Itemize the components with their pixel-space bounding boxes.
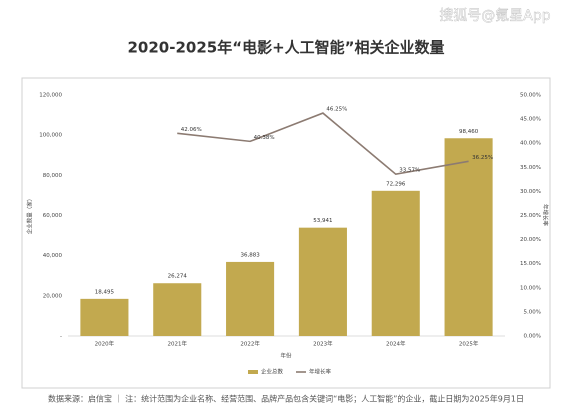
y-tick-label: 100,000 xyxy=(39,133,62,139)
line-value-label: 40.38% xyxy=(254,135,275,141)
bar xyxy=(298,227,347,336)
chart-frame xyxy=(21,77,551,389)
y-tick-label: 120,000 xyxy=(39,93,62,99)
watermark: 搜狐号@氪星App xyxy=(439,8,550,24)
bar xyxy=(226,261,275,336)
growth-line xyxy=(177,112,469,176)
y2-tick-label: 35.00% xyxy=(520,165,541,171)
footnote: 数据来源：启信宝 ｜ 注：统计范围为企业名称、经营范围、品牌产品包含关键词“电影… xyxy=(48,394,524,404)
bar-value-label: 36,883 xyxy=(240,252,260,258)
y-tick-label: 40,000 xyxy=(43,253,63,259)
y2-tick-label: 25.00% xyxy=(520,213,541,219)
bar-value-label: 26,274 xyxy=(168,274,188,280)
bar xyxy=(444,138,493,336)
bar xyxy=(153,283,202,336)
bar-value-label: 98,460 xyxy=(459,129,479,135)
y2-tick-label: 30.00% xyxy=(520,189,541,195)
y2-tick-label: 5.00% xyxy=(524,309,541,315)
legend-label: 年增长率 xyxy=(309,368,332,376)
x-tick-label: 2024年 xyxy=(386,340,406,348)
line-value-label: 46.25% xyxy=(326,107,347,113)
y2-tick-label: 50.00% xyxy=(520,93,541,99)
y-tick-label: 20,000 xyxy=(43,293,63,299)
line-value-label: 33.57% xyxy=(399,168,420,174)
y2-tick-label: 20.00% xyxy=(520,237,541,243)
bar-value-label: 18,495 xyxy=(95,289,115,295)
x-axis-label: 年份 xyxy=(280,352,292,360)
y2-tick-label: 45.00% xyxy=(520,117,541,123)
y-tick-label: 60,000 xyxy=(43,213,63,219)
chart-title: 2020-2025年“电影+人工智能”相关企业数量 xyxy=(127,39,444,57)
legend-swatch xyxy=(248,370,258,374)
y2-tick-label: 10.00% xyxy=(520,285,541,291)
legend-label: 企业总数 xyxy=(261,368,284,376)
y-tick-label: 80,000 xyxy=(43,173,63,179)
line-value-label: 36.25% xyxy=(472,155,493,161)
y2-axis-label: 年增长率 xyxy=(542,204,550,227)
y-tick-label: - xyxy=(60,334,62,340)
y2-tick-label: 0.00% xyxy=(524,334,541,340)
y-axis-label: 企业数量（家） xyxy=(26,196,34,235)
x-tick-label: 2020年 xyxy=(95,340,115,348)
bar xyxy=(80,298,129,336)
bar xyxy=(371,190,420,336)
x-tick-label: 2025年 xyxy=(459,340,479,348)
x-tick-label: 2021年 xyxy=(168,340,188,348)
x-tick-label: 2022年 xyxy=(240,340,260,348)
x-tick-label: 2023年 xyxy=(313,340,333,348)
line-value-label: 42.06% xyxy=(181,127,202,133)
bar-value-label: 53,941 xyxy=(313,218,332,224)
bar-value-label: 72,296 xyxy=(386,181,406,187)
y2-tick-label: 40.00% xyxy=(520,141,541,147)
y2-tick-label: 15.00% xyxy=(520,261,541,267)
